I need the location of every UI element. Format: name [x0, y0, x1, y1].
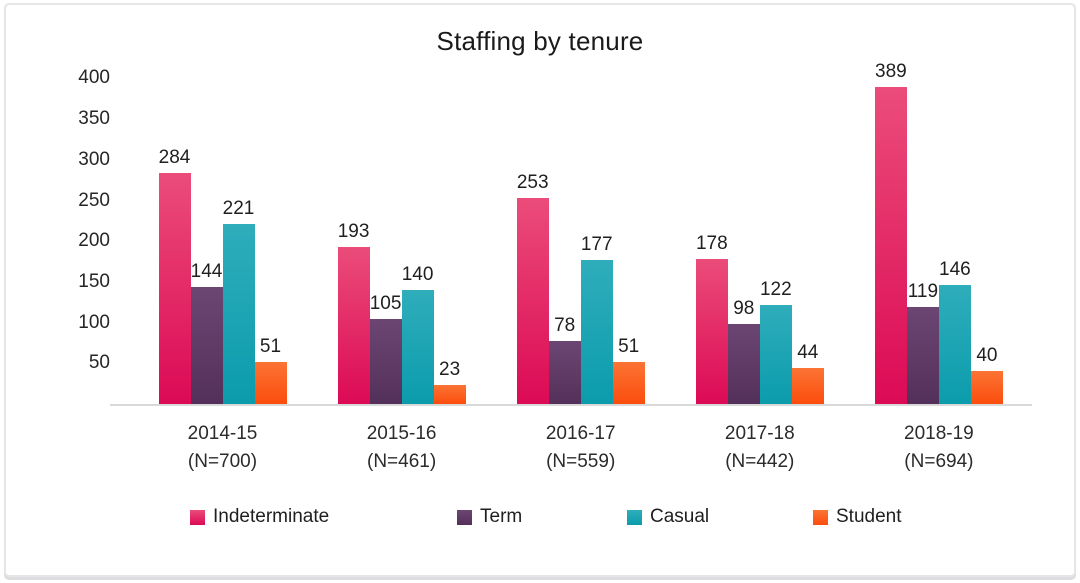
x-axis-category-label: 2014-15 (N=700)	[143, 420, 303, 476]
category-n: (N=700)	[187, 451, 258, 472]
legend-item-indeterminate: Indeterminate	[190, 504, 329, 530]
data-label: 40	[976, 345, 998, 367]
bar-student	[433, 385, 466, 404]
x-axis-category-label: 2016-17 (N=559)	[501, 420, 661, 476]
y-axis-tick-label: 50	[88, 352, 110, 374]
bar-casual	[401, 290, 434, 404]
data-label: 23	[439, 359, 461, 381]
legend-swatch-icon	[190, 509, 205, 525]
x-axis-category-label: 2017-18 (N=442)	[680, 420, 840, 476]
category-n: (N=442)	[725, 451, 795, 472]
bar-indeterminate	[337, 246, 370, 404]
legend-item-casual: Casual	[627, 504, 709, 530]
legend-swatch-icon	[457, 509, 472, 525]
bar-term	[548, 340, 581, 404]
category-year: 2014-15	[187, 423, 258, 444]
x-axis-category-label: 2015-16 (N=461)	[322, 420, 482, 476]
data-label: 122	[759, 278, 792, 300]
bar-indeterminate	[874, 87, 907, 404]
category-n: (N=461)	[367, 451, 437, 472]
data-label: 105	[369, 292, 402, 314]
bar-term	[190, 286, 223, 404]
bar-term	[906, 307, 939, 404]
data-label: 144	[190, 260, 223, 282]
x-axis-category-label: 2018-19 (N=694)	[859, 420, 1019, 476]
bar-student	[254, 362, 287, 404]
data-label: 44	[797, 342, 819, 364]
legend-item-term: Term	[457, 504, 522, 530]
legend-swatch-icon	[813, 509, 828, 525]
data-label: 78	[554, 314, 576, 336]
category-year: 2018-19	[904, 423, 974, 444]
bar-indeterminate	[695, 259, 728, 404]
bar-indeterminate	[158, 172, 191, 404]
legend-item-student: Student	[813, 504, 902, 530]
x-axis-line	[110, 404, 1032, 406]
bar-casual	[938, 285, 971, 404]
y-axis-tick-label: 400	[78, 67, 110, 89]
chart-title: Staffing by tenure	[436, 26, 644, 56]
data-label: 51	[618, 336, 640, 358]
bar-indeterminate	[516, 198, 549, 404]
data-label: 140	[401, 264, 434, 286]
bar-student	[612, 362, 645, 404]
data-label: 193	[337, 220, 370, 242]
legend-label: Indeterminate	[213, 506, 330, 527]
category-year: 2015-16	[366, 423, 437, 444]
data-label: 178	[695, 233, 728, 255]
data-label: 177	[580, 233, 613, 255]
y-axis-tick-label: 150	[78, 270, 110, 292]
y-axis-tick-label: 100	[78, 311, 110, 333]
category-n: (N=559)	[546, 451, 616, 472]
data-label: 51	[259, 336, 282, 358]
legend-label: Casual	[650, 506, 710, 527]
data-label: 119	[907, 281, 939, 303]
data-label: 98	[733, 298, 755, 320]
legend-swatch-icon	[627, 509, 642, 525]
bar-casual	[759, 304, 792, 404]
category-n: (N=694)	[904, 451, 974, 472]
bar-student	[970, 371, 1003, 404]
bar-student	[791, 368, 824, 404]
y-axis-tick-label: 200	[78, 230, 110, 252]
data-label: 389	[875, 61, 907, 83]
data-label: 221	[222, 198, 255, 220]
category-year: 2017-18	[724, 423, 795, 444]
bar-term	[369, 318, 402, 404]
category-year: 2016-17	[545, 423, 616, 444]
y-axis-tick-label: 250	[78, 189, 110, 211]
y-axis-tick-label: 350	[78, 108, 110, 130]
legend-label: Student	[836, 506, 902, 527]
bar-term	[727, 324, 760, 404]
bar-casual	[580, 259, 613, 404]
data-label: 284	[158, 146, 191, 168]
y-axis-tick-label: 300	[78, 148, 110, 170]
legend-label: Term	[480, 506, 523, 527]
data-label: 146	[939, 259, 971, 281]
bar-casual	[222, 224, 255, 404]
data-label: 253	[516, 172, 549, 194]
